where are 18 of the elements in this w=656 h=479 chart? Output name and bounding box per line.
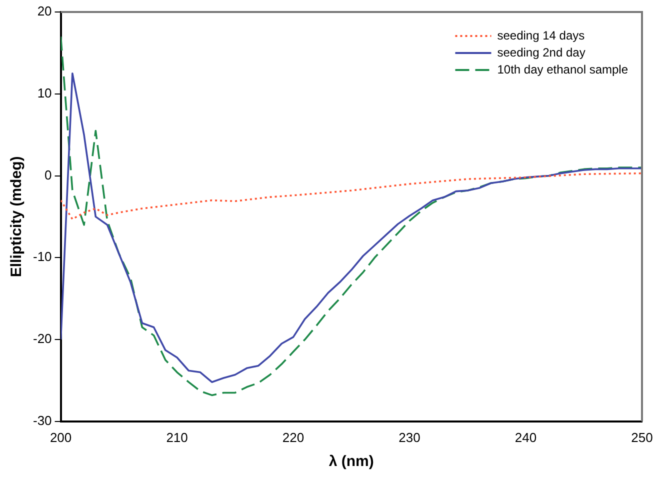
y-tick-label: 0 [44,167,52,182]
legend-label: 10th day ethanol sample [497,62,628,76]
x-tick-label: 210 [166,430,188,445]
x-tick-label: 240 [514,430,537,445]
y-tick-label: -20 [32,331,52,346]
x-tick-label: 200 [50,430,72,445]
y-tick-label: 10 [37,85,52,100]
y-tick-label: -30 [32,412,52,428]
line-series [60,172,642,220]
y-tick-label: 20 [37,4,52,19]
legend-label: seeding 2nd day [497,45,586,60]
legend-label: seeding 14 days [497,28,585,42]
x-axis-title: λ (nm) [328,453,374,470]
x-tick-label: 230 [398,430,420,445]
y-axis-title: Ellipticity (mdeg) [8,156,26,278]
y-tick-label: -10 [32,249,52,264]
x-tick-label: 220 [282,430,304,445]
x-tick-label: 250 [631,430,653,445]
